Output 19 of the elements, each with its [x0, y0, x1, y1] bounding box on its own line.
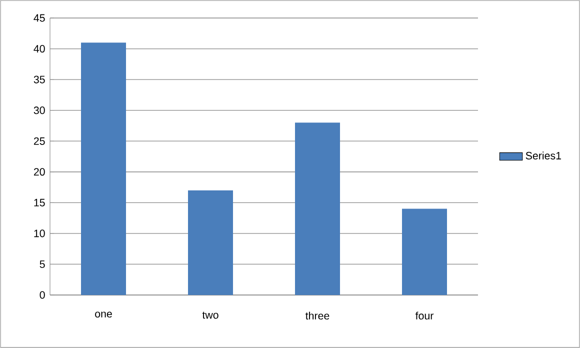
x-tick-label: four [415, 312, 434, 320]
bar [295, 122, 340, 295]
y-tick-label: 35 [34, 76, 45, 84]
y-tick-label: 30 [34, 106, 45, 114]
y-tick-label: 0 [40, 291, 45, 299]
y-tick-label: 20 [34, 168, 45, 176]
x-tick-label: two [202, 312, 218, 319]
y-tick-label: 40 [34, 45, 45, 53]
legend-label: Series1 [526, 152, 561, 160]
x-tick-label: three [306, 312, 330, 320]
y-tick-label: 25 [34, 137, 45, 145]
bar [188, 190, 234, 295]
y-tick-label: 15 [34, 198, 45, 206]
y-tick-label: 5 [40, 260, 45, 268]
bar [402, 208, 447, 295]
x-tick-label: one [95, 312, 112, 318]
y-tick-label: 10 [34, 230, 45, 238]
bar [81, 42, 126, 295]
y-tick-label: 45 [34, 14, 45, 22]
